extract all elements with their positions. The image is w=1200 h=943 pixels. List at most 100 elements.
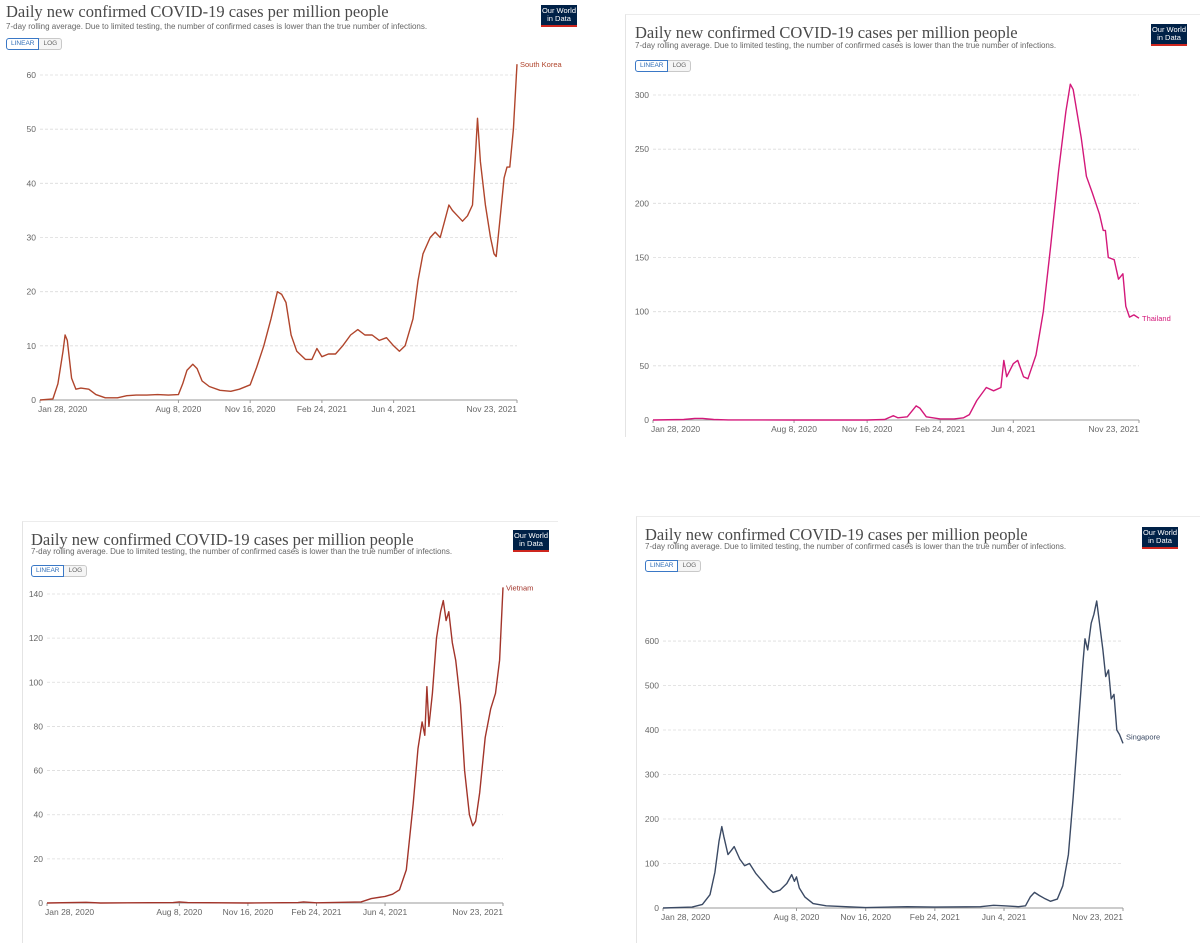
logo-line-1: Our World (1142, 528, 1178, 537)
y-tick-label: 30 (27, 233, 37, 243)
series-line[interactable] (46, 587, 504, 904)
y-tick-label: 250 (635, 144, 649, 154)
log-scale-button[interactable]: LOG (64, 565, 88, 577)
y-tick-label: 0 (31, 395, 36, 405)
y-tick-label: 50 (640, 361, 650, 371)
y-tick-label: 100 (635, 307, 649, 317)
y-tick-label: 300 (645, 770, 659, 780)
x-tick-label: Aug 8, 2020 (771, 424, 817, 434)
logo-line-2: in Data (547, 14, 571, 23)
y-tick-label: 80 (34, 721, 44, 731)
logo-line-1: Our World (513, 531, 549, 540)
x-tick-label: Nov 23, 2021 (466, 404, 517, 414)
scale-toggle: LINEAR LOG (635, 60, 692, 72)
y-tick-label: 500 (645, 681, 659, 691)
x-tick-label: Jun 4, 2021 (982, 912, 1027, 922)
y-tick-label: 60 (27, 70, 37, 80)
x-tick-label: Nov 16, 2020 (223, 907, 274, 917)
chart-subtitle: 7-day rolling average. Due to limited te… (635, 41, 1057, 50)
log-scale-button[interactable]: LOG (39, 38, 63, 50)
y-tick-label: 0 (644, 415, 649, 425)
y-tick-label: 120 (29, 633, 43, 643)
chart-title: Daily new confirmed COVID-19 cases per m… (635, 23, 1018, 42)
y-tick-label: 600 (645, 636, 659, 646)
y-tick-label: 400 (645, 725, 659, 735)
y-tick-label: 140 (29, 589, 43, 599)
x-tick-label: Feb 24, 2021 (915, 424, 965, 434)
owid-logo[interactable]: Our World in Data (1151, 24, 1187, 46)
chart-title: Daily new confirmed COVID-19 cases per m… (645, 525, 1028, 544)
y-tick-label: 0 (654, 903, 659, 913)
y-tick-label: 200 (635, 198, 649, 208)
x-tick-label: Aug 8, 2020 (156, 404, 202, 414)
chart-panel-south-korea: Daily new confirmed COVID-19 cases per m… (0, 0, 600, 420)
owid-logo[interactable]: Our World in Data (541, 5, 577, 27)
x-tick-label: Feb 24, 2021 (291, 907, 341, 917)
x-tick-label: Jan 28, 2020 (38, 404, 87, 414)
owid-logo[interactable]: Our World in Data (1142, 527, 1178, 549)
series-label: Singapore (1126, 732, 1160, 741)
linear-scale-button[interactable]: LINEAR (31, 565, 65, 577)
y-tick-label: 200 (645, 814, 659, 824)
x-tick-label: Jun 4, 2021 (363, 907, 408, 917)
x-tick-label: Nov 23, 2021 (1088, 424, 1139, 434)
linear-scale-button[interactable]: LINEAR (6, 38, 40, 50)
series-label: Vietnam (506, 583, 533, 592)
y-tick-label: 40 (27, 178, 37, 188)
y-tick-label: 50 (27, 124, 37, 134)
chart-panel-singapore: Daily new confirmed COVID-19 cases per m… (636, 516, 1200, 943)
x-tick-label: Nov 23, 2021 (452, 907, 503, 917)
linear-scale-button[interactable]: LINEAR (645, 560, 679, 572)
logo-line-2: in Data (519, 539, 543, 548)
scale-toggle: LINEAR LOG (31, 565, 88, 577)
y-tick-label: 40 (34, 810, 44, 820)
x-tick-label: Jan 28, 2020 (45, 907, 94, 917)
x-tick-label: Nov 16, 2020 (840, 912, 891, 922)
logo-line-1: Our World (1151, 25, 1187, 34)
series-label: South Korea (520, 60, 563, 69)
logo-line-1: Our World (541, 6, 577, 15)
x-tick-label: Aug 8, 2020 (774, 912, 820, 922)
y-tick-label: 100 (29, 677, 43, 687)
log-scale-button[interactable]: LOG (668, 60, 692, 72)
log-scale-button[interactable]: LOG (678, 560, 702, 572)
logo-line-2: in Data (1148, 536, 1172, 545)
x-tick-label: Jun 4, 2021 (991, 424, 1036, 434)
x-tick-label: Aug 8, 2020 (156, 907, 202, 917)
line-chart: 0 100 200 300 400 500 600 Jan 28, 2020 Aug 8, 20… (645, 600, 1160, 922)
logo-line-2: in Data (1157, 33, 1181, 42)
line-chart: 0 20 40 60 80 100 120 140 Jan 28, 2020 Aug 8, 202… (29, 583, 534, 917)
x-tick-label: Nov 23, 2021 (1072, 912, 1123, 922)
series-line[interactable] (652, 83, 1140, 421)
scale-toggle: LINEAR LOG (6, 38, 63, 50)
y-tick-label: 20 (27, 287, 37, 297)
line-chart: 0 10 20 30 40 50 60 Jan 28, 2020 Aug 8, 2020 Nov … (27, 60, 563, 414)
x-tick-label: Nov 16, 2020 (225, 404, 276, 414)
x-tick-label: Feb 24, 2021 (297, 404, 347, 414)
y-tick-label: 300 (635, 90, 649, 100)
chart-subtitle: 7-day rolling average. Due to limited te… (645, 542, 1067, 551)
line-chart: 0 50 100 150 200 250 300 Jan 28, 2020 Aug 8, 202… (635, 83, 1171, 434)
chart-subtitle: 7-day rolling average. Due to limited te… (6, 22, 428, 31)
chart-panel-thailand: Daily new confirmed COVID-19 cases per m… (625, 14, 1200, 437)
chart-title: Daily new confirmed COVID-19 cases per m… (31, 530, 414, 549)
y-tick-label: 20 (34, 854, 44, 864)
series-line[interactable] (662, 600, 1124, 909)
chart-panel-vietnam: Daily new confirmed COVID-19 cases per m… (22, 521, 558, 943)
series-line[interactable] (39, 64, 518, 401)
y-tick-label: 100 (645, 859, 659, 869)
x-tick-label: Nov 16, 2020 (842, 424, 893, 434)
chart-title: Daily new confirmed COVID-19 cases per m… (6, 2, 389, 21)
x-tick-label: Feb 24, 2021 (910, 912, 960, 922)
y-tick-label: 10 (27, 341, 37, 351)
owid-logo[interactable]: Our World in Data (513, 530, 549, 552)
x-tick-label: Jan 28, 2020 (651, 424, 700, 434)
y-tick-label: 150 (635, 253, 649, 263)
y-tick-label: 0 (38, 898, 43, 908)
x-tick-label: Jan 28, 2020 (661, 912, 710, 922)
linear-scale-button[interactable]: LINEAR (635, 60, 669, 72)
y-tick-label: 60 (34, 766, 44, 776)
series-label: Thailand (1142, 314, 1171, 323)
x-tick-label: Jun 4, 2021 (371, 404, 416, 414)
chart-subtitle: 7-day rolling average. Due to limited te… (31, 547, 453, 556)
